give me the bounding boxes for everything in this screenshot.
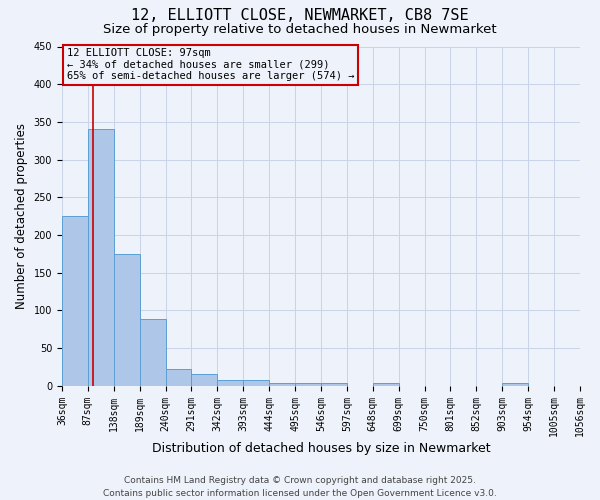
Text: 12 ELLIOTT CLOSE: 97sqm
← 34% of detached houses are smaller (299)
65% of semi-d: 12 ELLIOTT CLOSE: 97sqm ← 34% of detache… bbox=[67, 48, 355, 82]
X-axis label: Distribution of detached houses by size in Newmarket: Distribution of detached houses by size … bbox=[152, 442, 490, 455]
Bar bbox=[295, 382, 321, 386]
Bar bbox=[140, 320, 166, 386]
Bar bbox=[88, 130, 114, 386]
Y-axis label: Number of detached properties: Number of detached properties bbox=[15, 123, 28, 309]
Bar bbox=[114, 254, 140, 386]
Bar bbox=[243, 380, 269, 386]
Bar bbox=[502, 382, 528, 386]
Bar bbox=[217, 380, 243, 386]
Text: Size of property relative to detached houses in Newmarket: Size of property relative to detached ho… bbox=[103, 22, 497, 36]
Bar bbox=[321, 382, 347, 386]
Bar bbox=[269, 382, 295, 386]
Bar bbox=[373, 382, 398, 386]
Bar bbox=[62, 216, 88, 386]
Bar bbox=[166, 369, 191, 386]
Text: Contains HM Land Registry data © Crown copyright and database right 2025.
Contai: Contains HM Land Registry data © Crown c… bbox=[103, 476, 497, 498]
Bar bbox=[191, 374, 217, 386]
Text: 12, ELLIOTT CLOSE, NEWMARKET, CB8 7SE: 12, ELLIOTT CLOSE, NEWMARKET, CB8 7SE bbox=[131, 8, 469, 22]
